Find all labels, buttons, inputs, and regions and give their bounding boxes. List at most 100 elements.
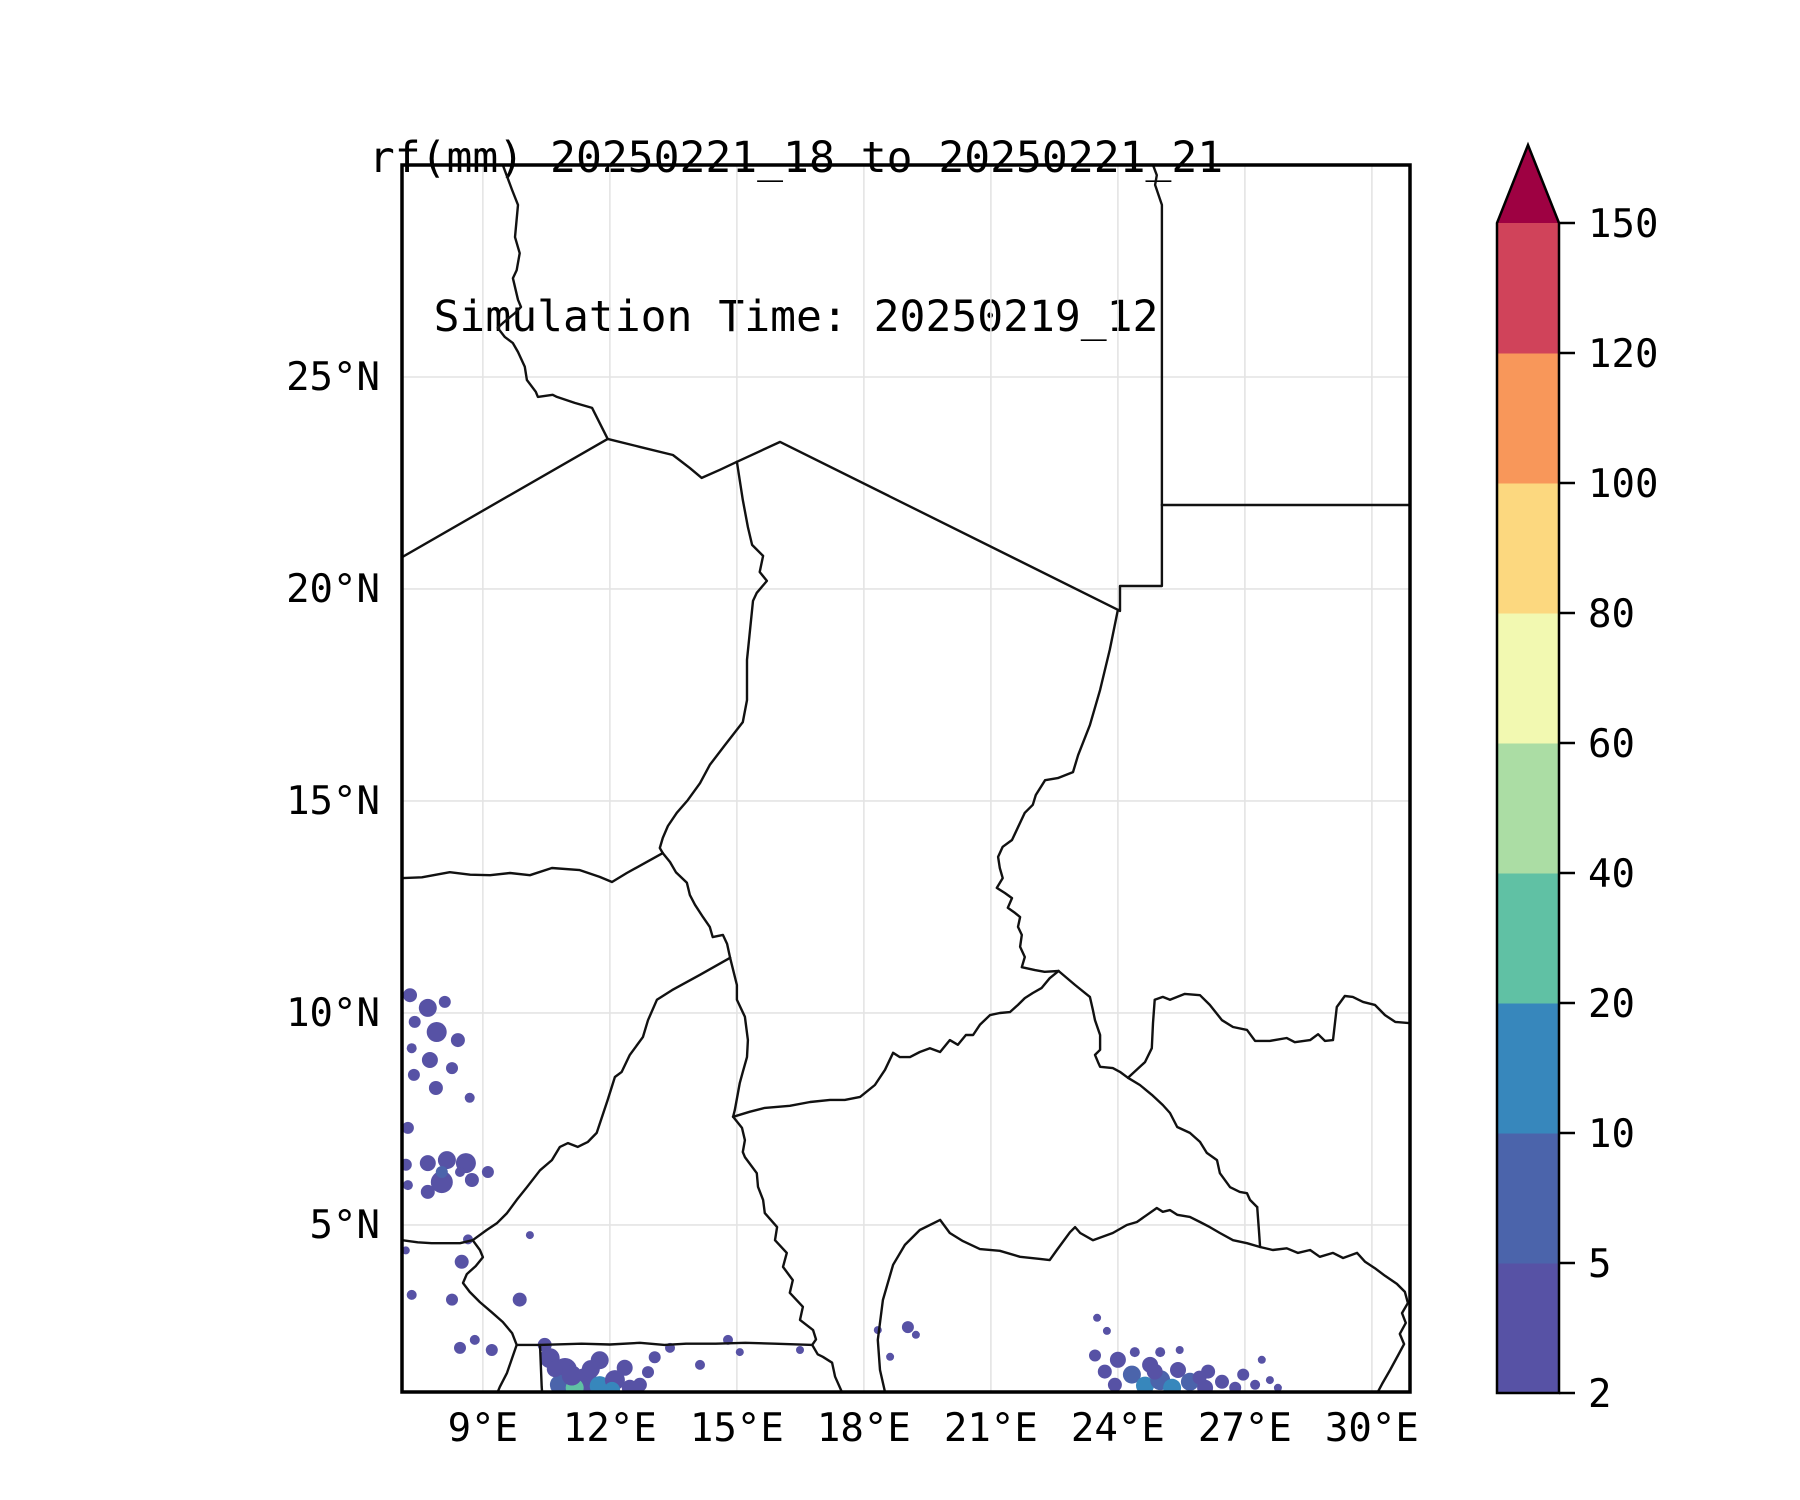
rain-cell <box>1122 1365 1141 1384</box>
rain-cell <box>403 988 417 1003</box>
x-axis-tick-label: 12°E <box>563 1406 657 1451</box>
rain-cell <box>464 1092 475 1103</box>
rain-cell <box>1107 1377 1122 1391</box>
rain-cell <box>446 1062 458 1075</box>
rain-cell <box>464 1173 479 1187</box>
rain-cell <box>428 1081 443 1095</box>
rain-cell <box>525 1231 534 1240</box>
rain-cell <box>485 1344 498 1356</box>
rain-cell <box>561 1365 582 1386</box>
x-axis-tick-label: 15°E <box>690 1406 784 1451</box>
rain-cell <box>403 1158 412 1171</box>
country-border <box>1152 166 1164 507</box>
rain-cell <box>481 1166 494 1178</box>
country-border <box>661 851 732 959</box>
country-border <box>403 437 609 559</box>
country-border <box>876 1206 1409 1391</box>
rain-cell <box>419 1155 436 1172</box>
rain-cell <box>406 1043 417 1054</box>
rain-cell <box>886 1352 895 1361</box>
country-border <box>606 437 739 480</box>
rain-cell <box>1273 1383 1282 1391</box>
rain-cell <box>406 1289 417 1300</box>
colorbar-segment <box>1497 483 1559 614</box>
rain-cell <box>403 1180 413 1191</box>
rain-cell <box>735 1348 744 1357</box>
rainfall-layer <box>403 988 1282 1391</box>
rain-cell <box>1136 1376 1154 1391</box>
colorbar-segment <box>1497 1003 1559 1134</box>
figure-title-line2: Simulation Time: 20250219_12 <box>433 292 1159 342</box>
rain-cell <box>407 1068 420 1081</box>
x-axis-tick-label: 21°E <box>944 1406 1038 1451</box>
axis-tick-labels: 9°E 12°E 15°E 18°E 21°E 24°E 27°E 30°E 5°N 10°N 15… <box>286 355 1419 1451</box>
y-axis-tick-label: 5°N <box>310 1203 380 1248</box>
colorbar-tick-label: 10 <box>1588 1112 1635 1157</box>
rain-cell <box>1265 1376 1274 1385</box>
rain-cell <box>420 1184 435 1199</box>
rain-cell <box>438 995 451 1008</box>
rain-cell <box>1129 1347 1140 1358</box>
country-border <box>735 440 1120 611</box>
country-border <box>1116 503 1164 613</box>
rain-cell <box>1097 1364 1112 1379</box>
country-border <box>731 1115 843 1391</box>
rain-cell <box>1229 1381 1242 1391</box>
rain-cell <box>581 1360 600 1379</box>
rain-cell <box>1109 1351 1126 1368</box>
country-border <box>403 851 664 884</box>
colorbar-segment <box>1497 873 1559 1004</box>
rain-cell <box>1250 1379 1261 1390</box>
colorbar-extend-triangle <box>1497 145 1559 223</box>
rain-cell <box>408 1015 421 1028</box>
rain-cell <box>426 1022 447 1042</box>
y-axis-tick-label: 10°N <box>286 991 380 1036</box>
rain-cell <box>1093 1313 1102 1322</box>
rain-cell <box>403 1121 414 1134</box>
country-border <box>471 956 732 1242</box>
colorbar-outline <box>1495 141 1561 1395</box>
colorbar-tick-label: 5 <box>1588 1242 1611 1287</box>
rain-cell <box>1163 1378 1182 1391</box>
country-border <box>515 1343 544 1391</box>
rain-cell <box>796 1346 804 1354</box>
figure-title-line1: rf(mm) 20250221_18 to 20250221_21 <box>368 133 1224 183</box>
rain-cell <box>901 1321 914 1334</box>
rain-cell <box>1257 1355 1266 1364</box>
rain-cell <box>446 1293 458 1306</box>
colorbar-segment <box>1497 743 1559 874</box>
rain-cell <box>1146 1363 1163 1380</box>
x-axis-tick-label: 18°E <box>817 1406 911 1451</box>
country-border <box>1126 992 1409 1080</box>
country-border <box>496 166 609 441</box>
country-border <box>538 1341 814 1347</box>
rain-cell <box>546 1361 563 1378</box>
rain-cell <box>1175 1346 1184 1354</box>
rain-cell <box>403 1246 410 1255</box>
y-axis-tick-label: 20°N <box>286 567 380 612</box>
rain-cell <box>604 1381 620 1391</box>
map-frame-rect <box>400 163 1412 1394</box>
rain-cell <box>430 1171 453 1194</box>
x-axis-tick-label: 9°E <box>448 1406 518 1451</box>
country-borders <box>403 166 1409 1391</box>
country-border <box>728 956 750 1119</box>
colorbar-segment <box>1497 613 1559 744</box>
country-border <box>658 460 769 855</box>
map-frame <box>400 163 1412 1394</box>
colorbar-segment <box>1497 1133 1559 1264</box>
colorbar-tick-label: 20 <box>1588 982 1635 1027</box>
x-axis-tick-label: 30°E <box>1325 1406 1419 1451</box>
rain-cell <box>469 1334 480 1345</box>
colorbar-segment <box>1497 223 1559 354</box>
colorbar: 2 5 10 20 40 60 80 100 120 150 <box>1495 141 1658 1417</box>
rain-cell <box>437 1151 456 1170</box>
colorbar-tick-label: 100 <box>1588 462 1658 507</box>
y-axis-tick-label: 15°N <box>286 779 380 824</box>
rain-cell <box>632 1377 647 1391</box>
rain-cell <box>1155 1347 1166 1358</box>
colorbar-tick-label: 150 <box>1588 202 1658 247</box>
rain-cell <box>642 1366 654 1379</box>
